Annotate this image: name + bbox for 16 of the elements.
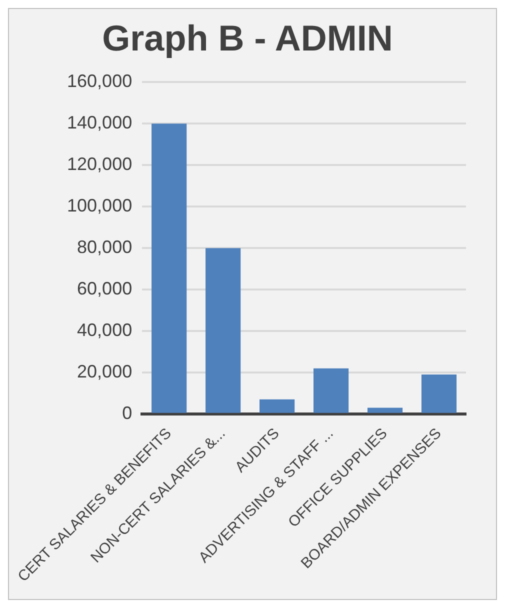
- y-tick-label: 120,000: [67, 154, 132, 174]
- y-tick-label: 0: [122, 402, 132, 423]
- y-tick-label: 140,000: [67, 112, 132, 133]
- bar: [314, 368, 349, 413]
- y-tick-label: 80,000: [77, 237, 132, 258]
- y-tick-label: 40,000: [77, 320, 132, 340]
- bar: [260, 399, 295, 413]
- y-tick-label: 60,000: [77, 278, 132, 299]
- bar: [206, 248, 241, 413]
- y-tick-label: 100,000: [67, 196, 132, 216]
- bar: [367, 408, 403, 413]
- y-tick-label: 160,000: [67, 71, 132, 92]
- bar: [421, 374, 457, 413]
- y-tick-label: 20,000: [77, 361, 132, 382]
- bar: [152, 124, 187, 413]
- chart-title: Graph B - ADMIN: [102, 18, 393, 59]
